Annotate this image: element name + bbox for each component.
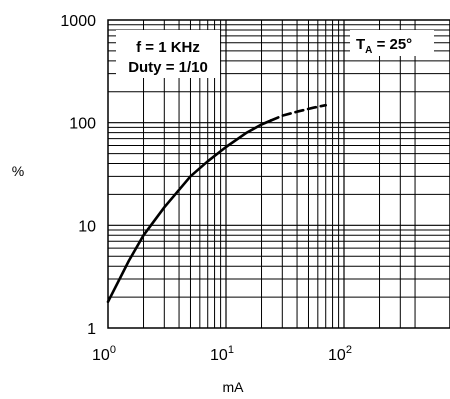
annotation-boxes: f = 1 KHz Duty = 1/10 TA = 25° — [116, 30, 434, 78]
plot-frame — [107, 19, 450, 329]
x-tick-labels: 100 101 102 — [92, 344, 352, 364]
annotation-box-frequency — [116, 30, 220, 78]
y-tick-labels: 1 10 100 1000 — [60, 13, 96, 338]
x-tick-label: 101 — [210, 344, 234, 364]
y-tick-label: 1000 — [60, 13, 96, 30]
y-tick-label: 10 — [78, 218, 96, 235]
x-tick-label: 102 — [328, 344, 352, 364]
x-axis-label: mA — [223, 379, 245, 395]
y-tick-label: 1 — [87, 321, 96, 338]
x-tick-label: 100 — [92, 344, 116, 364]
annotation-frequency: f = 1 KHz — [136, 39, 200, 56]
curve-solid-segment — [106, 119, 273, 304]
y-tick-label: 100 — [69, 116, 96, 133]
annotation-box-temperature — [350, 30, 434, 56]
y-axis-label: % — [12, 163, 24, 179]
annotation-duty: Duty = 1/10 — [128, 59, 208, 76]
annotation-temperature: TA = 25° — [356, 36, 412, 56]
curve-dashed-segment — [269, 103, 327, 122]
data-curve — [106, 103, 327, 304]
